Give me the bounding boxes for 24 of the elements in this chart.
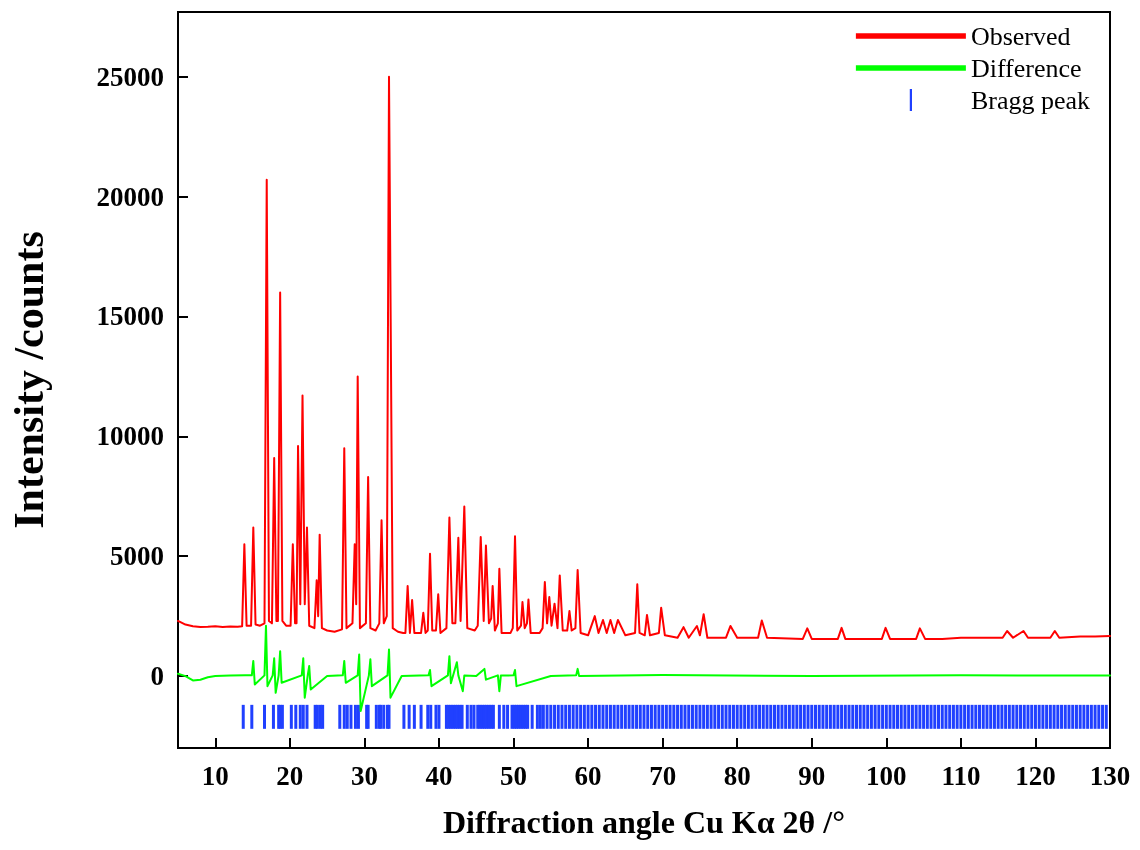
x-tick-label: 30	[350, 760, 378, 791]
x-axis-title: Diffraction angle Cu Kα 2θ /°	[443, 804, 845, 840]
x-tick-label: 10	[201, 760, 229, 791]
x-tick-label: 60	[574, 760, 602, 791]
x-tick-label: 130	[1089, 760, 1131, 791]
x-tick-label: 80	[723, 760, 751, 791]
y-tick-label: 5000	[110, 541, 164, 572]
x-tick-label: 120	[1015, 760, 1056, 791]
x-tick-label: 40	[425, 760, 453, 791]
y-tick-label: 20000	[96, 181, 164, 212]
legend-label: Bragg peak	[970, 85, 1090, 115]
legend-label: Difference	[970, 53, 1082, 83]
x-tick-label: 20	[276, 760, 304, 791]
y-tick-label: 10000	[96, 421, 164, 452]
y-axis-title: Intensity /counts	[6, 231, 52, 529]
x-tick-label: 100	[866, 760, 907, 791]
x-tick-label: 70	[649, 760, 677, 791]
y-tick-label: 0	[150, 661, 164, 692]
x-tick-label: 90	[798, 760, 826, 791]
x-tick-label: 110	[941, 760, 981, 791]
legend-label: Observed	[970, 21, 1071, 51]
y-tick-label: 25000	[96, 61, 164, 92]
y-tick-label: 15000	[96, 301, 164, 332]
x-tick-label: 50	[500, 760, 528, 791]
